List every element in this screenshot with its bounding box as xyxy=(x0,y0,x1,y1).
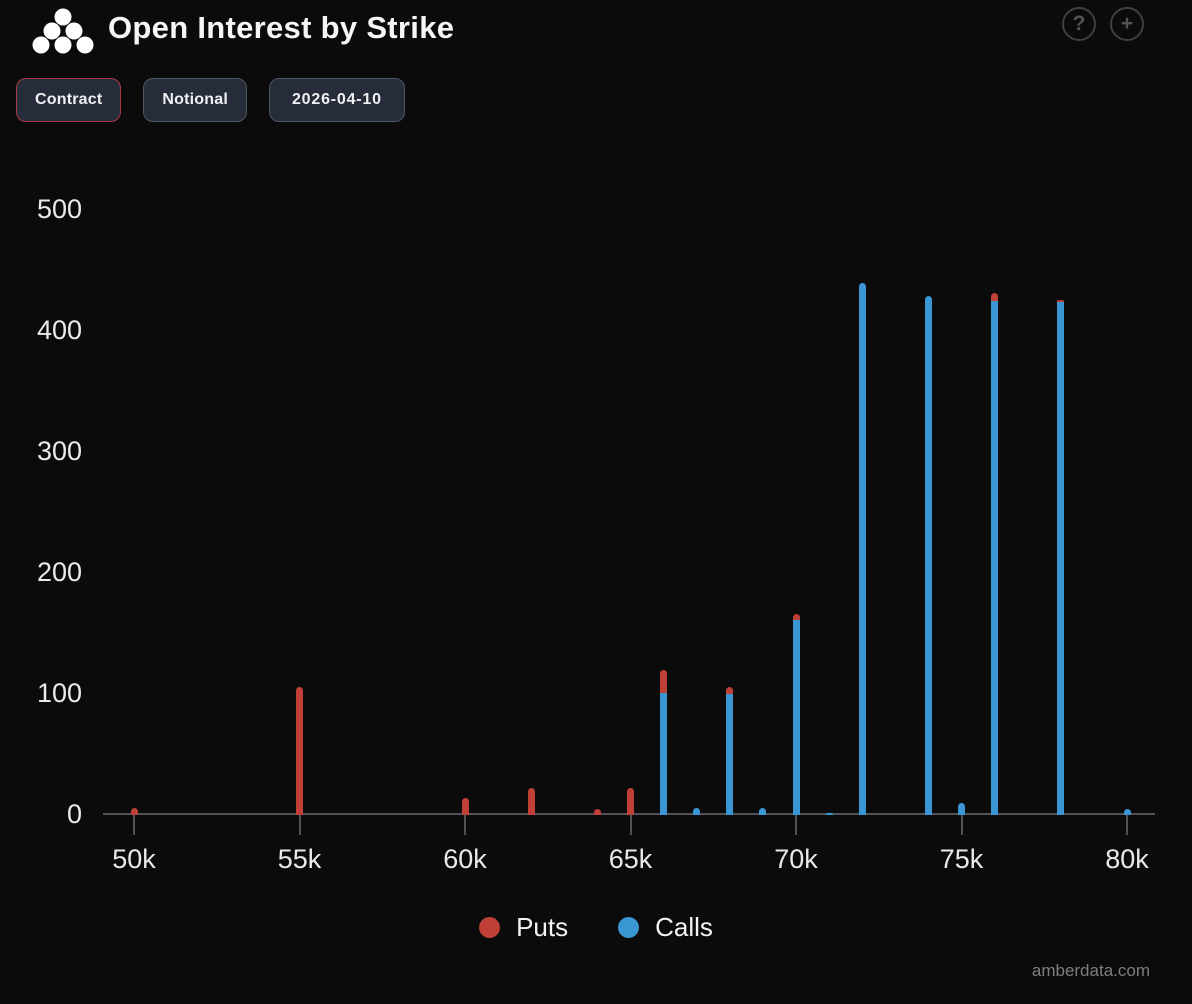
bar-puts-60k xyxy=(461,798,469,815)
bar-calls-74k xyxy=(924,295,932,815)
x-axis-tick-60k xyxy=(464,815,466,835)
x-axis-tick-70k xyxy=(795,815,797,835)
bar-puts-50k xyxy=(130,807,138,815)
bar-calls-76k xyxy=(991,300,999,815)
bar-puts-68k xyxy=(726,686,734,694)
x-axis-label-70k: 70k xyxy=(774,844,818,874)
x-axis-label-75k: 75k xyxy=(939,844,984,874)
bar-calls-78k xyxy=(1057,301,1065,815)
bar-calls-80k xyxy=(1123,808,1131,815)
puts-swatch-icon xyxy=(479,917,501,938)
help-icon[interactable]: ? xyxy=(1062,7,1096,41)
bar-calls-66k xyxy=(660,692,668,815)
x-axis-label-80k: 80k xyxy=(1105,844,1149,874)
legend: Puts Calls xyxy=(0,912,1192,943)
x-axis-tick-75k xyxy=(960,815,963,835)
legend-calls-label: Calls xyxy=(655,912,713,942)
bar-calls-69k xyxy=(759,807,767,815)
x-axis-tick-65k xyxy=(629,815,632,835)
bar-calls-68k xyxy=(726,694,734,815)
x-axis-tick-80k xyxy=(1126,815,1128,835)
bar-puts-65k xyxy=(627,788,634,815)
legend-item-puts[interactable]: Puts xyxy=(479,912,568,943)
y-axis-label-500: 500 xyxy=(36,194,82,224)
y-axis-label-200: 200 xyxy=(36,557,82,587)
bar-puts-55k xyxy=(296,686,303,815)
y-axis-label-0: 0 xyxy=(66,799,82,829)
bar-puts-76k xyxy=(991,293,999,301)
bar-puts-70k xyxy=(792,614,800,621)
x-axis-tick-50k xyxy=(133,815,135,835)
x-axis-label-55k: 55k xyxy=(277,844,322,874)
bar-puts-78k xyxy=(1057,299,1065,302)
x-axis-label-60k: 60k xyxy=(443,844,487,874)
legend-item-calls[interactable]: Calls xyxy=(618,912,713,943)
calls-swatch-icon xyxy=(618,917,640,938)
bar-puts-62k xyxy=(527,788,535,815)
y-axis-label-300: 300 xyxy=(36,436,82,466)
page-title: Open Interest by Strike xyxy=(108,10,455,45)
bar-calls-71k xyxy=(825,812,833,815)
bar-puts-64k xyxy=(593,808,601,815)
watermark: amberdata.com xyxy=(1031,961,1150,980)
header-icons: ? + xyxy=(1062,7,1144,41)
bar-calls-67k xyxy=(693,807,701,815)
amberdata-logo xyxy=(32,8,94,54)
y-axis-label-100: 100 xyxy=(36,678,82,708)
notional-button[interactable]: Notional xyxy=(143,78,247,122)
bar-calls-75k xyxy=(958,802,965,815)
contract-button[interactable]: Contract xyxy=(16,78,122,122)
expiry-date-button[interactable]: 2026-04-10 xyxy=(268,78,405,122)
x-axis-label-65k: 65k xyxy=(608,844,653,874)
x-axis-label-50k: 50k xyxy=(112,844,156,874)
bar-calls-70k xyxy=(792,620,800,815)
bar-calls-72k xyxy=(858,282,866,815)
legend-puts-label: Puts xyxy=(516,912,569,942)
x-axis-tick-55k xyxy=(298,815,301,835)
bar-puts-66k xyxy=(660,669,668,693)
toolbar: Contract Notional 2026-04-10 xyxy=(16,78,405,122)
plus-icon[interactable]: + xyxy=(1110,7,1144,41)
header: Open Interest by Strike ? + xyxy=(0,0,1192,60)
y-axis-label-400: 400 xyxy=(36,315,82,345)
